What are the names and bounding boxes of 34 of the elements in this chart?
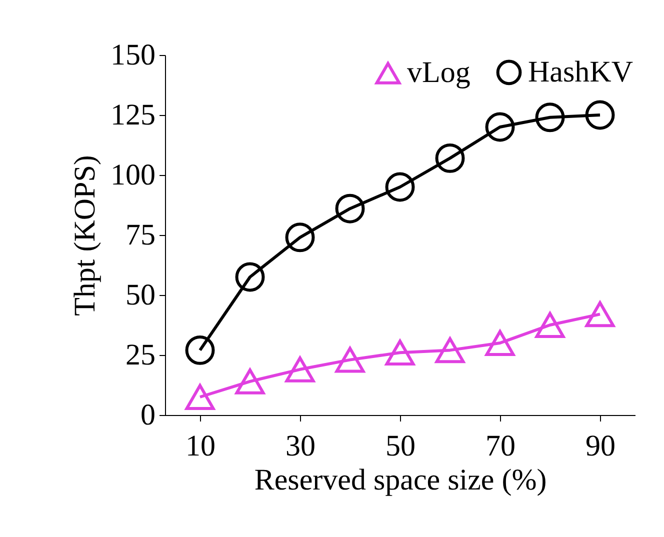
point xyxy=(385,172,415,202)
point xyxy=(335,194,365,224)
point xyxy=(335,346,365,373)
x-tick-label: 90 xyxy=(586,430,616,462)
x-tick-label: 70 xyxy=(486,430,516,462)
point xyxy=(185,384,215,410)
y-tick-label: 0 xyxy=(140,398,156,432)
point xyxy=(585,301,615,328)
x-tick-label: 50 xyxy=(386,430,416,462)
point xyxy=(235,262,265,292)
point xyxy=(485,112,515,142)
x-axis-title: Reserved space size (%) xyxy=(254,464,547,496)
point xyxy=(235,368,265,394)
y-tick-label: 100 xyxy=(110,158,156,192)
point xyxy=(285,356,315,382)
point xyxy=(435,143,465,173)
y-tick-label: 50 xyxy=(126,278,156,312)
point xyxy=(385,340,415,366)
point xyxy=(535,102,565,132)
point xyxy=(485,330,515,356)
legend-label: HashKV xyxy=(528,55,634,88)
point xyxy=(535,312,565,338)
x-tick-label: 10 xyxy=(186,430,216,462)
y-axis-title: Thpt (KOPS) xyxy=(68,155,102,316)
point xyxy=(285,222,315,252)
y-tick-label: 75 xyxy=(126,218,156,252)
point xyxy=(435,337,465,364)
point xyxy=(585,100,615,130)
y-tick-label: 25 xyxy=(126,338,156,372)
x-tick-label: 30 xyxy=(286,430,316,462)
legend-label: vLog xyxy=(407,56,470,90)
y-tick-label: 150 xyxy=(110,38,156,72)
point xyxy=(185,335,215,365)
y-tick-label: 125 xyxy=(110,98,156,132)
